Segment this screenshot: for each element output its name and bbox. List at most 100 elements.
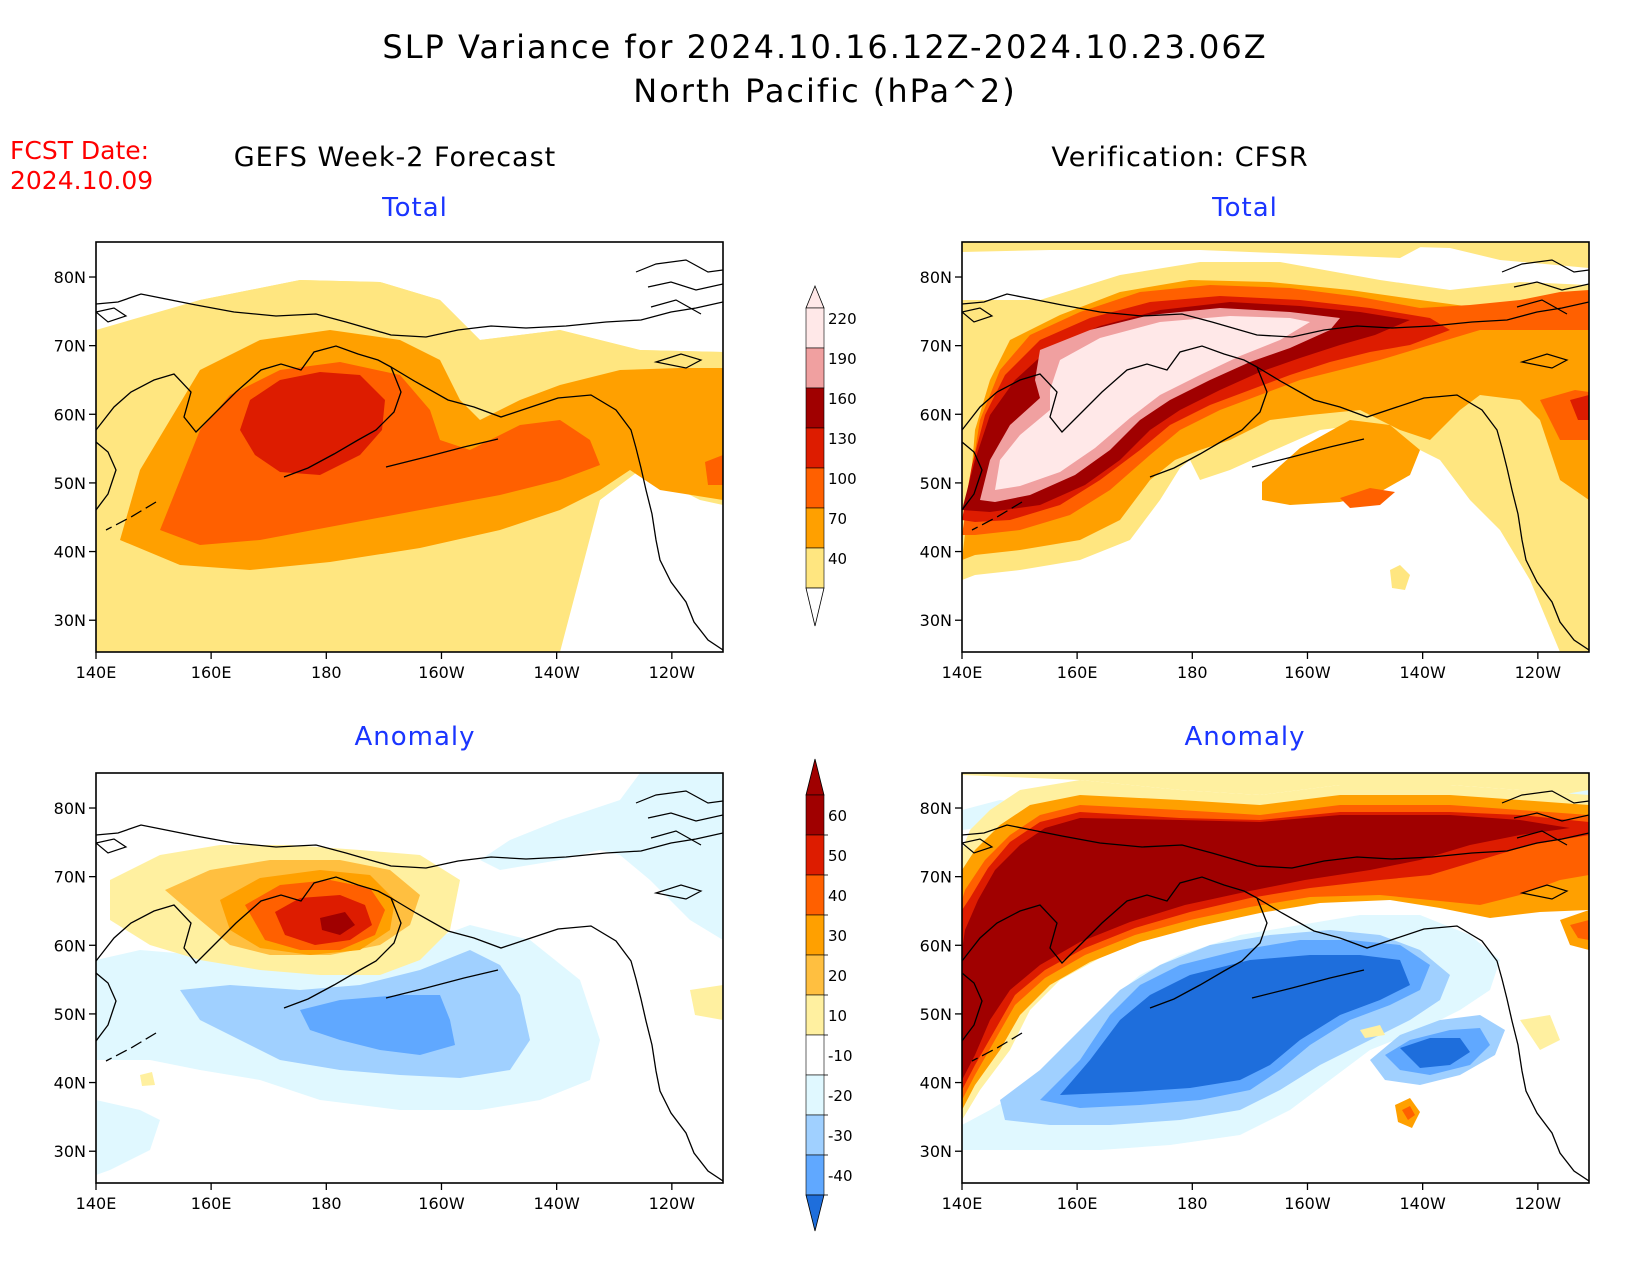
map-top-right-total <box>962 242 1589 652</box>
lon-tick-label: 160W <box>418 663 465 682</box>
lat-tick-label: 40N <box>54 543 86 562</box>
colorbar-anomaly-label: 50 <box>828 847 847 865</box>
lat-tick-label: 40N <box>54 1074 86 1093</box>
frame-bottom-left <box>95 772 724 1184</box>
lat-tick-label: 60N <box>54 405 86 424</box>
lon-tick-label: 120W <box>649 1194 696 1213</box>
map-top-left-total <box>96 242 723 652</box>
lat-tick-label: 40N <box>920 543 952 562</box>
colorbar-total-segment <box>805 307 825 349</box>
lat-tick-label: 70N <box>54 868 86 887</box>
lat-tick-label: 80N <box>920 268 952 287</box>
colorbar-anomaly-segment <box>805 1074 825 1116</box>
lon-tick-label: 160E <box>191 663 232 682</box>
lon-tick-label: 140E <box>942 663 983 682</box>
colorbar-total-label: 130 <box>828 430 857 448</box>
lon-tick-label: 140E <box>942 1194 983 1213</box>
lon-tick-label: 120W <box>1515 663 1562 682</box>
colorbar-anomaly-label: -40 <box>828 1167 853 1185</box>
forecast-date-label: FCST Date: <box>10 136 150 165</box>
lon-tick-label: 140W <box>533 663 580 682</box>
colorbar-anomaly-label: 20 <box>828 967 847 985</box>
lon-tick-label: 180 <box>1177 1194 1208 1213</box>
frame-top-left <box>95 241 724 653</box>
lat-tick-label: 30N <box>54 1142 86 1161</box>
map-bottom-left-anomaly <box>96 773 723 1183</box>
colorbar-total-top-tip <box>805 284 825 309</box>
lon-tick-label: 180 <box>311 663 342 682</box>
lat-tick-label: 30N <box>920 611 952 630</box>
lon-tick-label: 160E <box>191 1194 232 1213</box>
lon-tick-label: 160E <box>1057 1194 1098 1213</box>
colorbar-anomaly-label: -30 <box>828 1127 853 1145</box>
lon-tick-label: 140W <box>1399 663 1446 682</box>
colorbar-total-label: 40 <box>828 550 847 568</box>
colorbar-total-segment <box>805 427 825 469</box>
colorbar-total-segment <box>805 347 825 389</box>
lat-tick-label: 30N <box>54 611 86 630</box>
colorbar-total-label: 160 <box>828 390 857 408</box>
colorbar-anomaly-segment <box>805 954 825 996</box>
colorbar-anomaly-label: 40 <box>828 887 847 905</box>
lon-tick-label: 120W <box>1515 1194 1562 1213</box>
colorbar-total-segment <box>805 467 825 509</box>
colorbar-anomaly-segment <box>805 1154 825 1196</box>
colorbar-anomaly-label: 30 <box>828 927 847 945</box>
colorbar-total-segment <box>805 547 825 589</box>
lat-tick-label: 70N <box>920 868 952 887</box>
axis-labels: 140E 160E 180 160W 140W 120W 80N 70N 60N 50N 40N 30… <box>54 268 1562 1213</box>
lon-tick-label: 180 <box>1177 663 1208 682</box>
frame-top-right <box>961 241 1590 653</box>
panel-title-top-left: Total <box>382 193 448 223</box>
frame-bottom-right <box>961 772 1590 1184</box>
lat-tick-label: 80N <box>54 799 86 818</box>
colorbar-total-label: 100 <box>828 470 857 488</box>
colorbar-anomaly-segment <box>805 1114 825 1156</box>
lon-tick-label: 140W <box>533 1194 580 1213</box>
lat-tick-label: 70N <box>54 337 86 356</box>
colorbar-total-label: 190 <box>828 350 857 368</box>
colorbar-anomaly-bottom-tip <box>805 1194 825 1232</box>
colorbar-anomaly-label: 60 <box>828 807 847 825</box>
lon-tick-label: 120W <box>649 663 696 682</box>
colorbar-total-bottom-tip <box>805 587 825 627</box>
lon-tick-label: 140E <box>76 1194 117 1213</box>
panel-title-top-right: Total <box>1212 193 1278 223</box>
colorbar-anomaly-segment <box>805 994 825 1036</box>
colorbar-anomaly-segment <box>805 874 825 916</box>
colorbar-anomaly-segment <box>805 834 825 876</box>
panel-title-bottom-right: Anomaly <box>1184 722 1306 752</box>
right-column-title: Verification: CFSR <box>1051 142 1309 173</box>
left-column-title: GEFS Week-2 Forecast <box>233 142 557 173</box>
main-title-line2: North Pacific (hPa^2) <box>633 72 1017 110</box>
forecast-date-value: 2024.10.09 <box>10 166 154 195</box>
colorbar-total-segment <box>805 507 825 549</box>
lat-tick-label: 50N <box>920 1005 952 1024</box>
lon-tick-label: 140W <box>1399 1194 1446 1213</box>
lon-tick-label: 140E <box>76 663 117 682</box>
lat-tick-label: 50N <box>54 1005 86 1024</box>
lon-tick-label: 180 <box>311 1194 342 1213</box>
colorbar-anomaly-label: 10 <box>828 1007 847 1025</box>
colorbar-anomaly-segment <box>805 914 825 956</box>
colorbar-total-segment <box>805 387 825 429</box>
lat-tick-label: 80N <box>920 799 952 818</box>
lat-tick-label: 40N <box>920 1074 952 1093</box>
colorbar-anomaly: 60 50 40 30 20 10 -10 -20 -30 -40 <box>805 758 853 1232</box>
lat-tick-label: 60N <box>54 936 86 955</box>
colorbar-anomaly-segment <box>805 794 825 836</box>
lon-tick-label: 160E <box>1057 663 1098 682</box>
colorbar-total-label: 220 <box>828 310 857 328</box>
lat-tick-label: 50N <box>920 474 952 493</box>
main-title-line1: SLP Variance for 2024.10.16.12Z-2024.10.… <box>382 28 1268 66</box>
lat-tick-label: 50N <box>54 474 86 493</box>
lat-tick-label: 80N <box>54 268 86 287</box>
lat-tick-label: 60N <box>920 936 952 955</box>
colorbar-total: 220 190 160 130 100 70 40 <box>805 284 857 627</box>
colorbar-total-label: 70 <box>828 510 847 528</box>
colorbar-anomaly-top-tip <box>805 758 825 796</box>
lon-tick-label: 160W <box>418 1194 465 1213</box>
colorbar-anomaly-label: -20 <box>828 1087 853 1105</box>
lat-tick-label: 70N <box>920 337 952 356</box>
colorbar-anomaly-label: -10 <box>828 1047 853 1065</box>
